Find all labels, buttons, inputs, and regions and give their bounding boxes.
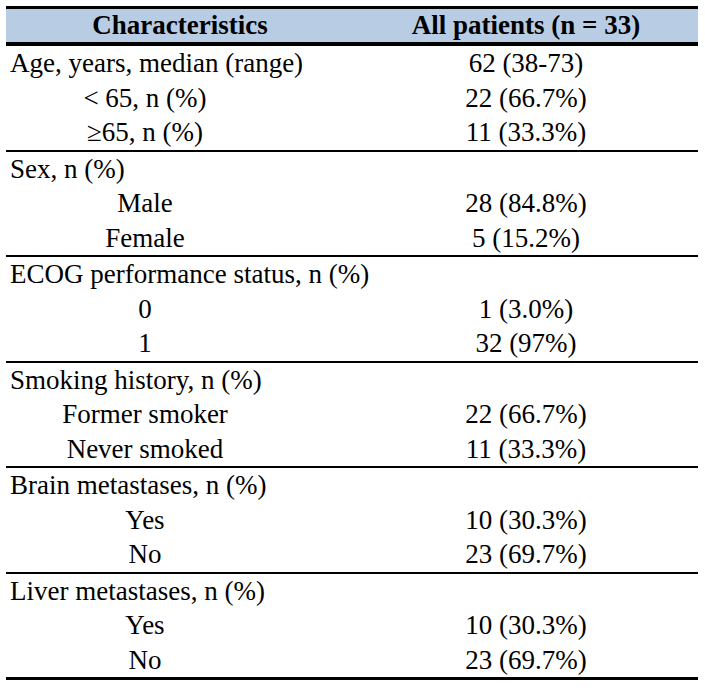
- row-value: [354, 574, 698, 609]
- row-label: 0: [6, 292, 354, 327]
- row-value: [354, 468, 698, 503]
- row-label: ECOG performance status, n (%): [6, 257, 354, 292]
- section-ecog: ECOG performance status, n (%) 0 1 (3.0%…: [6, 255, 698, 361]
- row-value: [354, 257, 698, 292]
- table-row: Sex, n (%): [6, 152, 698, 187]
- row-value: 1 (3.0%): [354, 292, 698, 327]
- table-row: Female 5 (15.2%): [6, 221, 698, 256]
- table-row: 1 32 (97%): [6, 326, 698, 361]
- table-row: Never smoked 11 (33.3%): [6, 432, 698, 467]
- row-value: 62 (38-73): [354, 46, 698, 81]
- row-label: No: [6, 537, 354, 572]
- characteristics-table: Characteristics All patients (n = 33) Ag…: [6, 6, 698, 680]
- table-header-row: Characteristics All patients (n = 33): [6, 6, 698, 46]
- section-sex: Sex, n (%) Male 28 (84.8%) Female 5 (15.…: [6, 150, 698, 256]
- row-value: 23 (69.7%): [354, 537, 698, 572]
- section-liver-metastases: Liver metastases, n (%) Yes 10 (30.3%) N…: [6, 572, 698, 678]
- row-label: Yes: [6, 608, 354, 643]
- row-value: 10 (30.3%): [354, 608, 698, 643]
- table-row: 0 1 (3.0%): [6, 292, 698, 327]
- row-label: Smoking history, n (%): [6, 363, 354, 398]
- patient-characteristics-screenshot: Characteristics All patients (n = 33) Ag…: [0, 0, 705, 697]
- table-row: Male 28 (84.8%): [6, 186, 698, 221]
- row-value: 5 (15.2%): [354, 221, 698, 256]
- table-body: Age, years, median (range) 62 (38-73) < …: [6, 46, 698, 680]
- table-row: Former smoker 22 (66.7%): [6, 397, 698, 432]
- row-value: 22 (66.7%): [354, 397, 698, 432]
- row-label: 1: [6, 326, 354, 361]
- row-value: [354, 363, 698, 398]
- table-row: Liver metastases, n (%): [6, 574, 698, 609]
- section-age: Age, years, median (range) 62 (38-73) < …: [6, 46, 698, 150]
- header-characteristics: Characteristics: [6, 9, 354, 42]
- table-row: Age, years, median (range) 62 (38-73): [6, 46, 698, 81]
- table-row: ≥65, n (%) 11 (33.3%): [6, 115, 698, 150]
- row-label: Sex, n (%): [6, 152, 354, 187]
- row-label: No: [6, 643, 354, 678]
- row-value: 23 (69.7%): [354, 643, 698, 678]
- row-label: Liver metastases, n (%): [6, 574, 354, 609]
- row-value: 22 (66.7%): [354, 81, 698, 116]
- section-brain-metastases: Brain metastases, n (%) Yes 10 (30.3%) N…: [6, 466, 698, 572]
- row-value: [354, 152, 698, 187]
- row-value: 11 (33.3%): [354, 115, 698, 150]
- table-row: No 23 (69.7%): [6, 643, 698, 678]
- table-row: Yes 10 (30.3%): [6, 503, 698, 538]
- row-value: 28 (84.8%): [354, 186, 698, 221]
- row-value: 32 (97%): [354, 326, 698, 361]
- table-row: < 65, n (%) 22 (66.7%): [6, 81, 698, 116]
- row-label: Yes: [6, 503, 354, 538]
- row-label: ≥65, n (%): [6, 115, 354, 150]
- section-smoking: Smoking history, n (%) Former smoker 22 …: [6, 361, 698, 467]
- row-value: 10 (30.3%): [354, 503, 698, 538]
- header-all-patients: All patients (n = 33): [354, 9, 698, 42]
- table-row: ECOG performance status, n (%): [6, 257, 698, 292]
- table-row: Yes 10 (30.3%): [6, 608, 698, 643]
- row-label: Female: [6, 221, 354, 256]
- row-label: Former smoker: [6, 397, 354, 432]
- row-label: Age, years, median (range): [6, 46, 354, 81]
- table-row: Brain metastases, n (%): [6, 468, 698, 503]
- table-row: No 23 (69.7%): [6, 537, 698, 572]
- row-label: < 65, n (%): [6, 81, 354, 116]
- row-value: 11 (33.3%): [354, 432, 698, 467]
- row-label: Never smoked: [6, 432, 354, 467]
- row-label: Brain metastases, n (%): [6, 468, 354, 503]
- row-label: Male: [6, 186, 354, 221]
- table-row: Smoking history, n (%): [6, 363, 698, 398]
